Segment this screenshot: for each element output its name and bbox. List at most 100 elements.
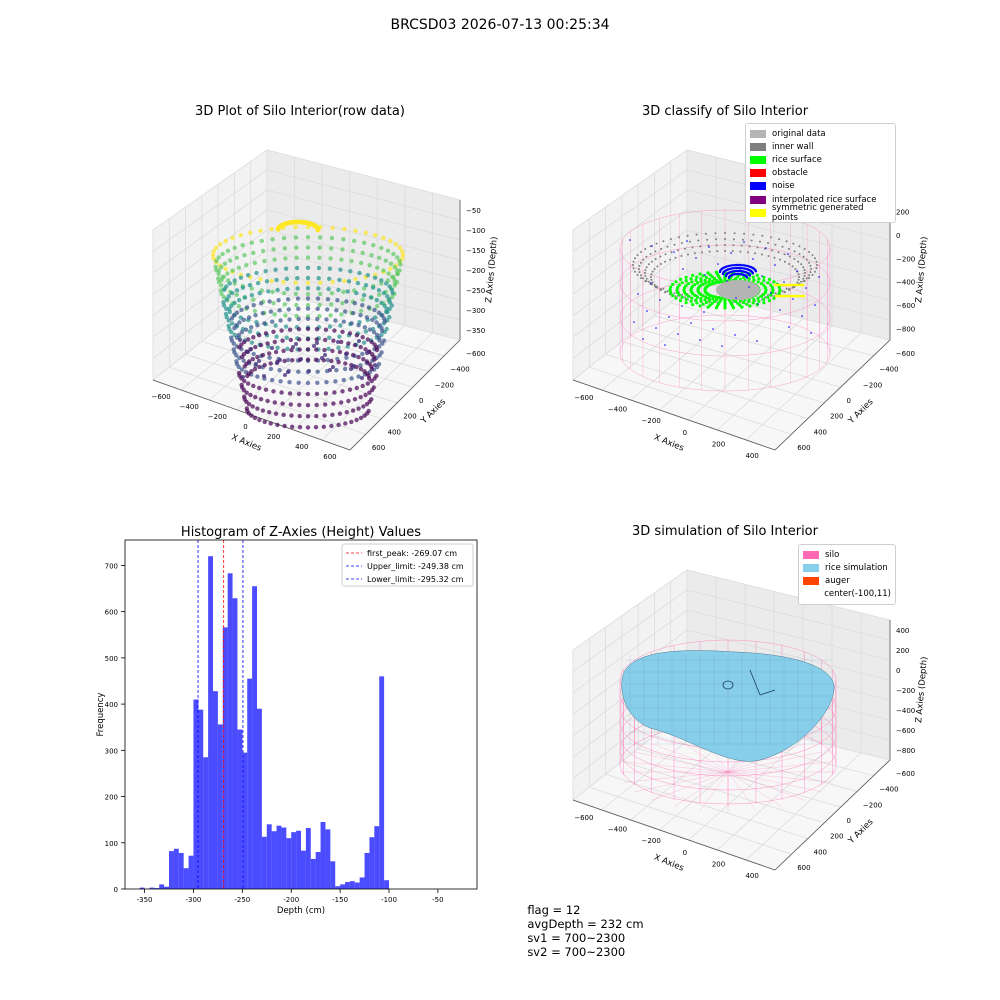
legend-entry: silo [803,548,891,561]
gridline [659,311,775,411]
raw-point [234,292,239,297]
simulation-plot-title: 3D simulation of Silo Interior [632,524,818,539]
raw-point [284,335,289,340]
raw-point [267,355,272,360]
inner-wall-point [802,255,805,258]
raw-point [339,312,344,317]
inner-wall-point [639,261,642,264]
rice-surface-point [698,272,702,276]
z-axis-label: Z Axies (Depth) [484,236,500,303]
raw-point [342,366,348,372]
raw-point [360,351,365,357]
raw-point [285,357,291,363]
noise-point [735,297,737,299]
rice-surface-point [712,299,717,303]
inner-wall-point [693,252,696,255]
rice-surface-point [668,288,672,292]
raw-point [252,260,258,266]
raw-point [255,323,260,328]
legend-label: Lower_limit: -295.32 cm [367,575,464,584]
raw-point [346,341,351,346]
depth-histogram[interactable]: Histogram of Z-Axies (Height) Values -350… [80,515,490,915]
legend-swatch [803,576,819,585]
legend-label: center(-100,11) [824,589,891,600]
rice-surface-point [759,294,764,298]
raw-point [275,422,280,428]
inner-wall-point [798,245,801,248]
raw-point [350,352,356,358]
x-axis-line [572,799,776,871]
raw-point [252,308,258,314]
histogram-bar [271,831,277,889]
x-tick-label: 200 [267,433,280,441]
raw-point [239,307,244,313]
inner-wall-point [792,242,795,245]
raw-point [269,278,274,284]
gridline [621,761,825,824]
raw-point [373,233,378,238]
raw-point [227,281,232,286]
raw-3d-plot[interactable]: −600−400−20002004006006004002000−200−400… [140,130,500,470]
inner-wall-point [767,255,770,257]
raw-point [366,373,371,379]
z-tick-label: 200 [896,209,909,217]
raw-point [337,334,342,339]
raw-point [276,298,281,303]
raw-point [381,290,386,296]
inner-wall-point [655,242,658,245]
raw-point [293,235,299,240]
raw-point [393,281,398,286]
symmetric-point [798,294,802,298]
inner-wall-point [791,286,794,289]
raw-point [374,345,379,350]
raw-point [275,226,281,232]
raw-point [283,373,287,377]
raw-point [267,410,272,415]
rice-surface-point [747,277,751,281]
noise-point [805,287,807,289]
inner-wall-point [662,240,665,243]
noise-point [774,264,776,266]
legend-swatch [750,195,766,204]
inner-wall-point [686,234,689,237]
rice-surface-point [704,300,708,305]
raw-point [249,369,254,374]
noise-point [748,274,752,277]
y-tick-label: −200 [435,381,454,389]
symmetric-point [799,283,803,287]
rice-surface-point [689,299,693,303]
raw-point [340,247,345,252]
y-tick-label: 0 [847,817,851,825]
noise-point [708,246,710,248]
inner-wall-point [691,246,694,249]
noise-point [677,333,679,335]
raw-point [330,279,335,285]
inner-wall-point [650,260,653,263]
raw-point [347,387,353,392]
x-tick-label: 400 [745,452,758,460]
raw-point [305,255,311,260]
legend-box [341,543,474,587]
raw-point [285,297,291,302]
inner-wall-point [774,292,777,295]
inner-wall-point [783,291,786,294]
symmetric-point [788,294,792,298]
noise-point [695,257,697,259]
inner-wall-point [654,286,657,288]
inner-wall-point [761,234,764,237]
y-tick-label: 200 [403,413,416,421]
raw-point [314,413,319,419]
raw-point [238,275,244,280]
inner-wall-point [649,253,652,255]
inner-wall-point [640,251,642,253]
histogram-bar [178,852,184,889]
raw-point [238,338,242,342]
raw-point [383,258,388,263]
raw-point [327,266,333,271]
raw-point [250,404,255,409]
simulation-3d-plot[interactable]: −600−400−20002004006004002000−200−400−60… [560,550,930,880]
raw-point [331,365,335,369]
raw-point [282,358,287,364]
legend-entry: symmetric generated points [750,203,891,223]
raw-point [237,297,242,303]
